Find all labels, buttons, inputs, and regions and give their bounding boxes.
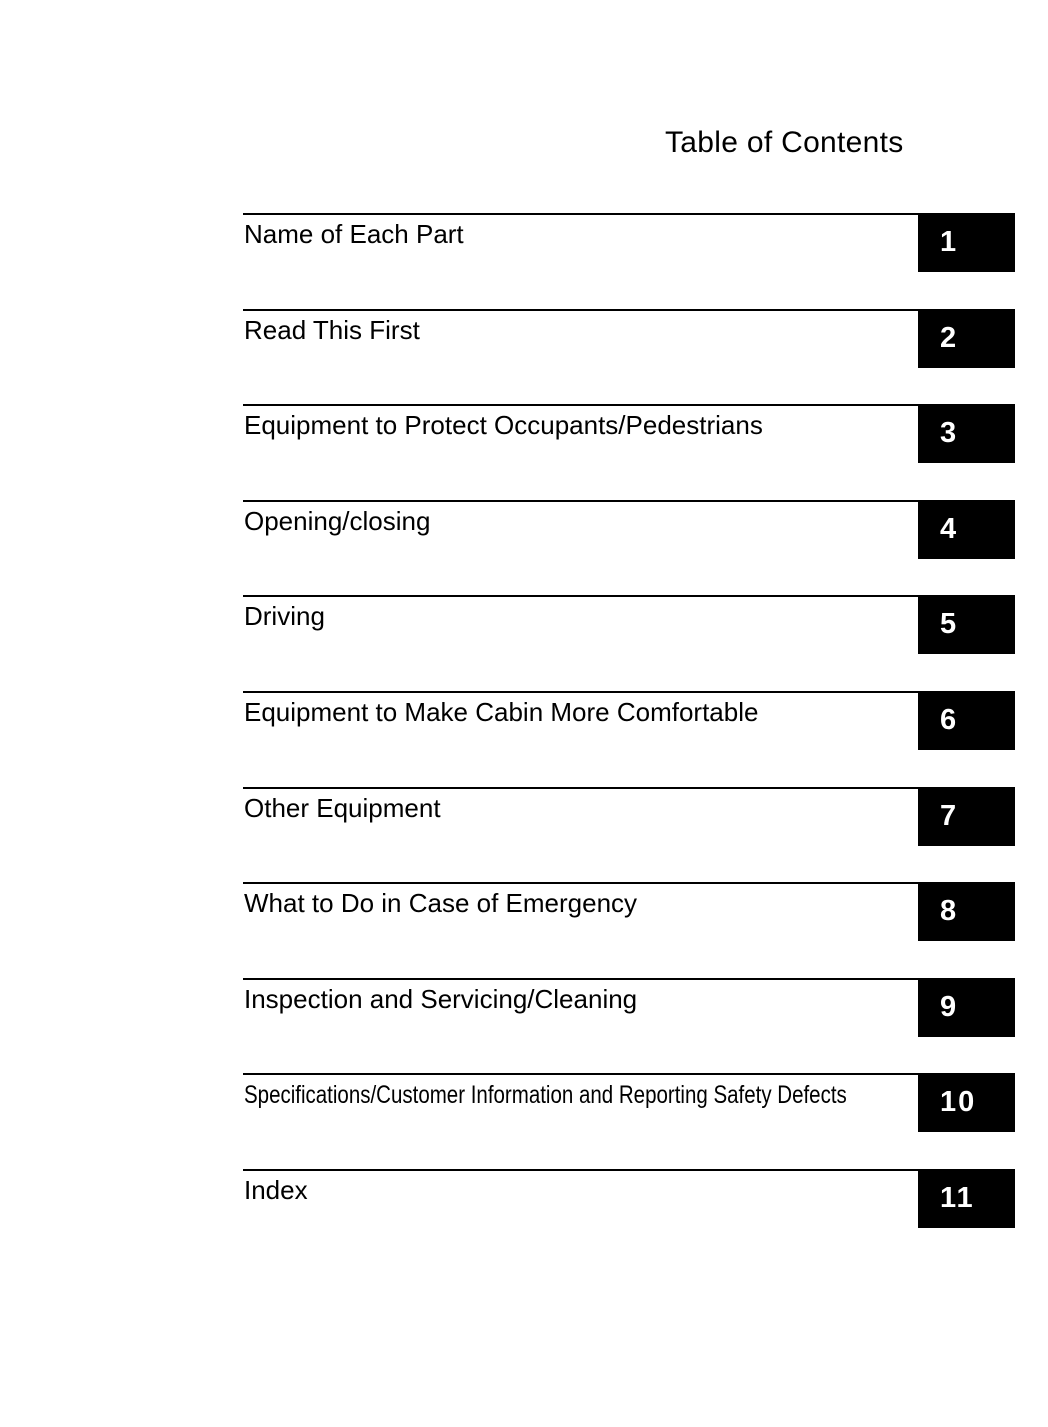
page-title: Table of Contents — [665, 126, 904, 159]
divider — [243, 1169, 919, 1171]
divider — [243, 1073, 919, 1076]
chapter-number: 1 — [940, 226, 959, 258]
toc-entry-label[interactable]: Index — [244, 1175, 308, 1205]
toc-entry-label[interactable]: Equipment to Make Cabin More Comfortable — [244, 697, 759, 727]
divider — [243, 213, 919, 215]
divider — [243, 882, 919, 885]
toc-entry-label[interactable]: What to Do in Case of Emergency — [244, 888, 638, 919]
chapter-tab[interactable]: 11 — [918, 1169, 1015, 1228]
divider — [243, 691, 919, 693]
chapter-number: 11 — [940, 1182, 975, 1214]
chapter-number: 10 — [940, 1086, 977, 1119]
chapter-number: 4 — [940, 512, 959, 545]
divider — [243, 786, 919, 789]
toc-entry[interactable]: Index 11 — [243, 1169, 1015, 1229]
toc-entry-label[interactable]: Driving — [244, 601, 325, 632]
toc-entry-label[interactable]: Inspection and Servicing/Cleaning — [244, 983, 638, 1014]
divider — [243, 977, 919, 980]
toc-entry[interactable]: Equipment to Make Cabin More Comfortable… — [243, 691, 1015, 751]
toc-entry-label[interactable]: Equipment to Protect Occupants/Pedestria… — [244, 410, 763, 441]
toc-entry[interactable]: Name of Each Part 1 — [243, 213, 1015, 273]
chapter-number: 2 — [940, 321, 959, 354]
toc-entry-label[interactable]: Read This First — [244, 314, 420, 345]
chapter-number: 7 — [940, 799, 959, 832]
toc-entry-label[interactable]: Other Equipment — [244, 792, 441, 823]
chapter-tab[interactable]: 8 — [918, 882, 1015, 942]
chapter-tab[interactable]: 7 — [918, 786, 1015, 846]
divider — [243, 595, 919, 598]
toc-entry[interactable]: Inspection and Servicing/Cleaning 9 — [243, 977, 1015, 1038]
divider — [243, 308, 919, 311]
toc-entry-label[interactable]: Name of Each Part — [244, 219, 464, 249]
toc-entry[interactable]: Specifications/Customer Information and … — [243, 1073, 1015, 1133]
chapter-tab[interactable]: 5 — [918, 595, 1015, 655]
chapter-number: 6 — [940, 704, 959, 736]
toc-entry[interactable]: What to Do in Case of Emergency 8 — [243, 882, 1015, 942]
divider — [243, 499, 919, 502]
chapter-tab[interactable]: 9 — [918, 977, 1015, 1037]
toc-entry-label[interactable]: Specifications/Customer Information and … — [244, 1081, 847, 1110]
divider — [243, 404, 919, 407]
chapter-number: 8 — [940, 895, 959, 928]
toc-entry[interactable]: Equipment to Protect Occupants/Pedestria… — [243, 404, 1015, 464]
chapter-tab[interactable]: 1 — [918, 213, 1015, 272]
toc-entry[interactable]: Other Equipment 7 — [243, 786, 1015, 847]
toc-entry[interactable]: Read This First 2 — [243, 308, 1015, 369]
chapter-tab[interactable]: 3 — [918, 404, 1015, 464]
chapter-tab[interactable]: 10 — [918, 1073, 1015, 1133]
toc-entry-label[interactable]: Opening/closing — [244, 505, 431, 536]
chapter-tab[interactable]: 2 — [918, 308, 1015, 368]
chapter-number: 3 — [940, 417, 959, 450]
toc-entry[interactable]: Driving 5 — [243, 595, 1015, 655]
chapter-tab[interactable]: 4 — [918, 499, 1015, 559]
chapter-tab[interactable]: 6 — [918, 691, 1015, 750]
chapter-number: 5 — [940, 608, 959, 641]
chapter-number: 9 — [940, 990, 959, 1023]
toc-entry[interactable]: Opening/closing 4 — [243, 499, 1015, 560]
